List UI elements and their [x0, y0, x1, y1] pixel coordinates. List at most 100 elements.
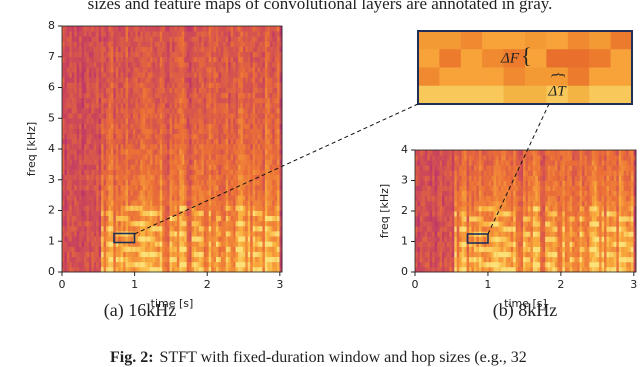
spectrogram-cell — [238, 216, 241, 222]
spectrogram-cell — [194, 175, 197, 181]
spectrogram-cell — [140, 170, 143, 176]
spectrogram-cell — [157, 129, 160, 135]
spectrogram-cell — [118, 103, 121, 109]
spectrogram-cell — [126, 262, 129, 268]
spectrogram-cell — [270, 52, 273, 58]
spectrogram-cell — [77, 41, 80, 47]
spectrogram-cell — [206, 103, 209, 109]
spectrogram-cell — [126, 31, 129, 37]
spectrogram-cell — [250, 170, 253, 176]
spectrogram-cell — [209, 139, 212, 145]
spectrogram-cell — [270, 82, 273, 88]
spectrogram-cell — [243, 149, 246, 155]
spectrogram-cell — [116, 175, 119, 181]
spectrogram-cell — [135, 159, 138, 165]
spectrogram-cell — [270, 118, 273, 124]
spectrogram-cell — [226, 57, 229, 63]
spectrogram-cell — [189, 226, 192, 232]
spectrogram-cell — [430, 155, 433, 160]
spectrogram-cell — [196, 57, 199, 63]
spectrogram-cell — [101, 262, 104, 268]
spectrogram-cell — [77, 62, 80, 68]
spectrogram-cell — [101, 113, 104, 119]
spectrogram-cell — [216, 216, 219, 222]
spectrogram-cell — [96, 267, 99, 273]
spectrogram-cell — [135, 149, 138, 155]
spectrogram-cell — [150, 262, 153, 268]
spectrogram-cell — [106, 231, 109, 237]
spectrogram-cell — [69, 185, 72, 191]
spectrogram-cell — [204, 118, 207, 124]
spectrogram-cell — [182, 36, 185, 42]
spectrogram-cell — [440, 226, 443, 231]
spectrogram-cell — [204, 57, 207, 63]
spectrogram-cell — [150, 77, 153, 83]
spectrogram-cell — [464, 242, 467, 247]
spectrogram-cell — [206, 252, 209, 258]
spectrogram-cell — [157, 241, 160, 247]
spectrogram-cell — [172, 180, 175, 186]
spectrogram-cell — [111, 123, 114, 129]
spectrogram-cell — [182, 200, 185, 206]
spectrogram-cell — [184, 108, 187, 114]
spectrogram-cell — [123, 154, 126, 160]
spectrogram-cell — [72, 129, 75, 135]
spectrogram-cell — [243, 262, 246, 268]
spectrogram-cell — [236, 221, 239, 227]
spectrogram-cell — [454, 165, 457, 170]
spectrogram-cell — [464, 201, 467, 206]
spectrogram-cell — [72, 154, 75, 160]
spectrogram-cell — [277, 98, 280, 104]
spectrogram-cell — [464, 160, 467, 165]
spectrogram-cell — [130, 47, 133, 53]
spectrogram-cell — [260, 221, 263, 227]
spectrogram-cell — [155, 62, 158, 68]
spectrogram-cell — [223, 246, 226, 252]
spectrogram-cell — [96, 262, 99, 268]
spectrogram-cell — [275, 252, 278, 258]
spectrogram-cell — [96, 257, 99, 263]
spectrogram-cell — [275, 185, 278, 191]
spectrogram-cell — [270, 262, 273, 268]
spectrogram-cell — [111, 36, 114, 42]
spectrogram-cell — [248, 93, 251, 99]
spectrogram-cell — [187, 36, 190, 42]
spectrogram-cell — [77, 108, 80, 114]
spectrogram-cell — [471, 221, 474, 226]
spectrogram-cell — [233, 47, 236, 53]
spectrogram-cell — [231, 77, 234, 83]
spectrogram-cell — [415, 216, 418, 221]
spectrogram-cell — [440, 211, 443, 216]
spectrogram-cell — [135, 241, 138, 247]
spectrogram-cell — [82, 47, 85, 53]
spectrogram-cell — [216, 139, 219, 145]
spectrogram-cell — [432, 150, 435, 155]
spectrogram-cell — [435, 226, 438, 231]
spectrogram-cell — [204, 195, 207, 201]
spectrogram-cell — [74, 36, 77, 42]
spectrogram-cell — [104, 164, 107, 170]
spectrogram-cell — [216, 159, 219, 165]
spectrogram-cell — [152, 241, 155, 247]
spectrogram-cell — [148, 31, 151, 37]
spectrogram-cell — [216, 164, 219, 170]
spectrogram-cell — [457, 226, 460, 231]
spectrogram-cell — [218, 57, 221, 63]
spectrogram-cell — [96, 41, 99, 47]
spectrogram-cell — [248, 221, 251, 227]
spectrogram-cell — [437, 150, 440, 155]
spectrogram-cell — [275, 82, 278, 88]
spectrogram-cell — [160, 267, 163, 273]
spectrogram-cell — [77, 113, 80, 119]
spectrogram-cell — [457, 257, 460, 262]
spectrogram-cell — [275, 108, 278, 114]
spectrogram-cell — [201, 170, 204, 176]
spectrogram-cell — [84, 57, 87, 63]
spectrogram-cell — [128, 82, 131, 88]
spectrogram-cell — [204, 267, 207, 273]
spectrogram-cell — [72, 211, 75, 217]
spectrogram-cell — [182, 88, 185, 94]
spectrogram-cell — [86, 134, 89, 140]
spectrogram-cell — [69, 252, 72, 258]
spectrogram-cell — [275, 123, 278, 129]
